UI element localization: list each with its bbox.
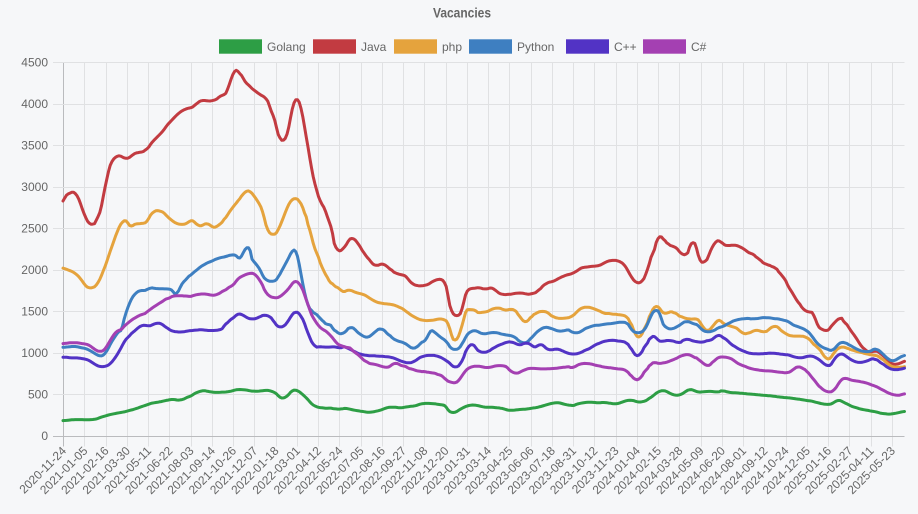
svg-text:4000: 4000 [21,97,48,111]
svg-text:2000: 2000 [21,263,48,277]
svg-text:1000: 1000 [21,346,48,360]
svg-text:C++: C++ [614,40,637,54]
svg-text:Python: Python [517,40,554,54]
svg-text:C#: C# [691,40,707,54]
svg-text:php: php [442,40,462,54]
svg-text:Vacancies: Vacancies [433,5,491,21]
svg-text:2500: 2500 [21,222,48,236]
svg-text:500: 500 [28,388,48,402]
svg-text:1500: 1500 [21,305,48,319]
svg-text:3000: 3000 [21,180,48,194]
svg-text:4500: 4500 [21,56,48,70]
svg-text:Java: Java [361,40,387,54]
svg-text:0: 0 [41,429,48,443]
svg-text:3500: 3500 [21,139,48,153]
svg-text:Golang: Golang [267,40,306,54]
